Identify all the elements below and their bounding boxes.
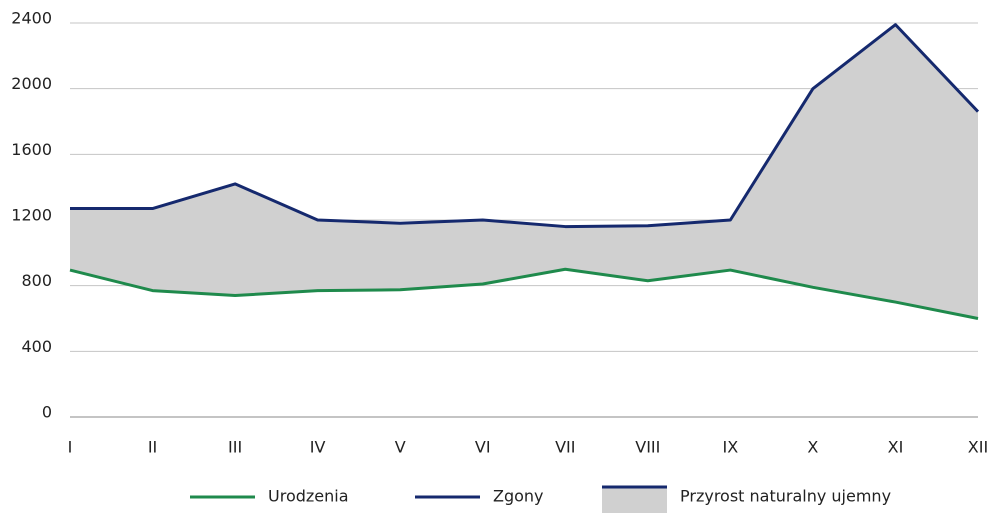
- x-tick-label: I: [68, 438, 73, 457]
- x-tick-label: IX: [723, 438, 739, 457]
- x-tick-label: V: [395, 438, 406, 457]
- y-tick-label: 0: [42, 403, 52, 422]
- x-tick-label: III: [228, 438, 242, 457]
- x-tick-label: IV: [310, 438, 326, 457]
- x-tick-label: VI: [475, 438, 491, 457]
- x-tick-label: X: [807, 438, 818, 457]
- x-tick-label: VII: [555, 438, 575, 457]
- y-tick-label: 2400: [11, 9, 52, 28]
- legend-swatch: [602, 486, 667, 513]
- y-tick-label: 1200: [11, 206, 52, 225]
- x-tick-label: XII: [968, 438, 988, 457]
- legend-label: Przyrost naturalny ujemny: [680, 487, 891, 506]
- y-tick-label: 800: [21, 271, 52, 290]
- difference-area: [70, 24, 978, 319]
- legend-label: Urodzenia: [268, 487, 349, 506]
- x-tick-label: XI: [888, 438, 904, 457]
- y-tick-label: 400: [21, 337, 52, 356]
- series-line: [69, 267, 979, 320]
- y-tick-label: 1600: [11, 140, 52, 159]
- x-tick-label: II: [148, 438, 157, 457]
- x-tick-label: VIII: [635, 438, 660, 457]
- series-line: [70, 23, 980, 229]
- legend-label: Zgony: [493, 487, 544, 506]
- y-tick-label: 2000: [11, 74, 52, 93]
